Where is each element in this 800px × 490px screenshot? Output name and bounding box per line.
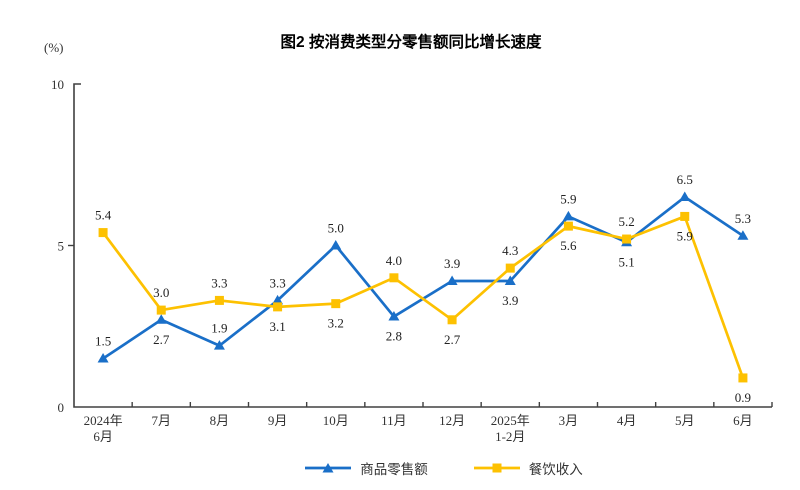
data-label: 2.7 [153,332,170,347]
y-tick-label: 10 [51,77,64,92]
x-tick-label: 1-2月 [495,429,525,444]
data-point-marker [331,299,341,309]
data-point-marker [330,240,342,250]
data-point-marker [679,191,691,202]
data-label: 5.3 [735,211,751,226]
data-point-marker [389,273,399,283]
x-tick-label: 6月 [733,413,753,428]
data-label: 5.9 [677,228,693,243]
x-tick-label: 4月 [617,413,637,428]
data-label: 5.6 [560,238,577,253]
yellow-line-square-icon [473,463,520,473]
data-label: 4.0 [386,253,402,268]
x-tick-label: 3月 [559,413,579,428]
legend-label-catering-income: 餐饮收入 [528,462,583,477]
series-line [102,215,745,379]
data-point-marker [273,302,283,312]
x-tick-label: 5月 [675,413,695,428]
x-tick-label: 11月 [381,413,407,428]
x-tick-label: 6月 [93,429,113,444]
y-tick-label: 0 [58,400,65,415]
data-point-marker [505,263,515,273]
data-label: 5.1 [618,254,634,269]
data-label: 3.2 [328,316,344,331]
data-point-marker [98,228,108,238]
x-tick-label: 2024年 [84,413,123,428]
legend-label-goods-retail: 商品零售额 [360,462,428,477]
data-label: 5.2 [618,214,634,229]
data-label: 6.5 [677,172,693,187]
axes [73,83,772,408]
data-point-marker [213,340,225,350]
data-point-marker [563,221,573,231]
data-label: 3.9 [502,293,518,308]
legend-marker-shape [322,463,334,473]
data-point-marker [97,353,109,363]
x-tick-label: 7月 [151,413,171,428]
data-label: 1.9 [211,321,227,336]
data-label: 5.4 [95,208,112,223]
data-point-marker [447,315,457,325]
data-point-marker [446,275,458,286]
data-label: 3.9 [444,256,460,271]
data-label: 0.9 [735,390,751,405]
legend-marker-shape [492,463,502,473]
data-point-marker [737,230,749,240]
x-tick-label: 12月 [439,413,465,428]
data-point-marker [156,305,166,315]
data-point-marker [738,373,748,383]
data-point-marker [680,211,690,221]
data-label: 5.9 [560,191,576,206]
y-axis-unit-label: (%) [44,40,64,55]
data-label: 4.3 [502,243,518,258]
data-label: 2.8 [386,329,402,344]
data-label: 1.5 [95,334,111,349]
chart-legend: 商品零售额 餐饮收入 [44,458,800,478]
x-tick-label: 8月 [210,413,230,428]
data-label: 5.0 [328,221,344,236]
data-label: 3.3 [269,275,285,290]
data-label: 3.1 [269,319,285,334]
x-tick-label: 9月 [268,413,288,428]
data-point-marker [622,234,632,244]
data-label: 2.7 [444,332,461,347]
chart-title: 图2 按消费类型分零售额同比增长速度 [280,34,542,51]
data-point-marker [272,294,284,305]
series-line [102,195,744,360]
data-point-marker [155,314,167,324]
x-tick-label: 10月 [323,413,349,428]
y-tick-label: 5 [58,239,65,254]
data-point-marker [214,295,224,305]
data-label: 3.0 [153,285,169,300]
data-point-marker [504,275,516,286]
legend-item-catering-income: 餐饮收入 [473,458,583,478]
x-tick-label: 2025年 [491,413,530,428]
data-point-marker [388,311,400,321]
legend-item-goods-retail: 商品零售额 [305,458,428,478]
data-point-marker [562,210,574,221]
blue-line-triangle-icon [305,463,352,473]
data-label: 3.3 [211,275,227,290]
